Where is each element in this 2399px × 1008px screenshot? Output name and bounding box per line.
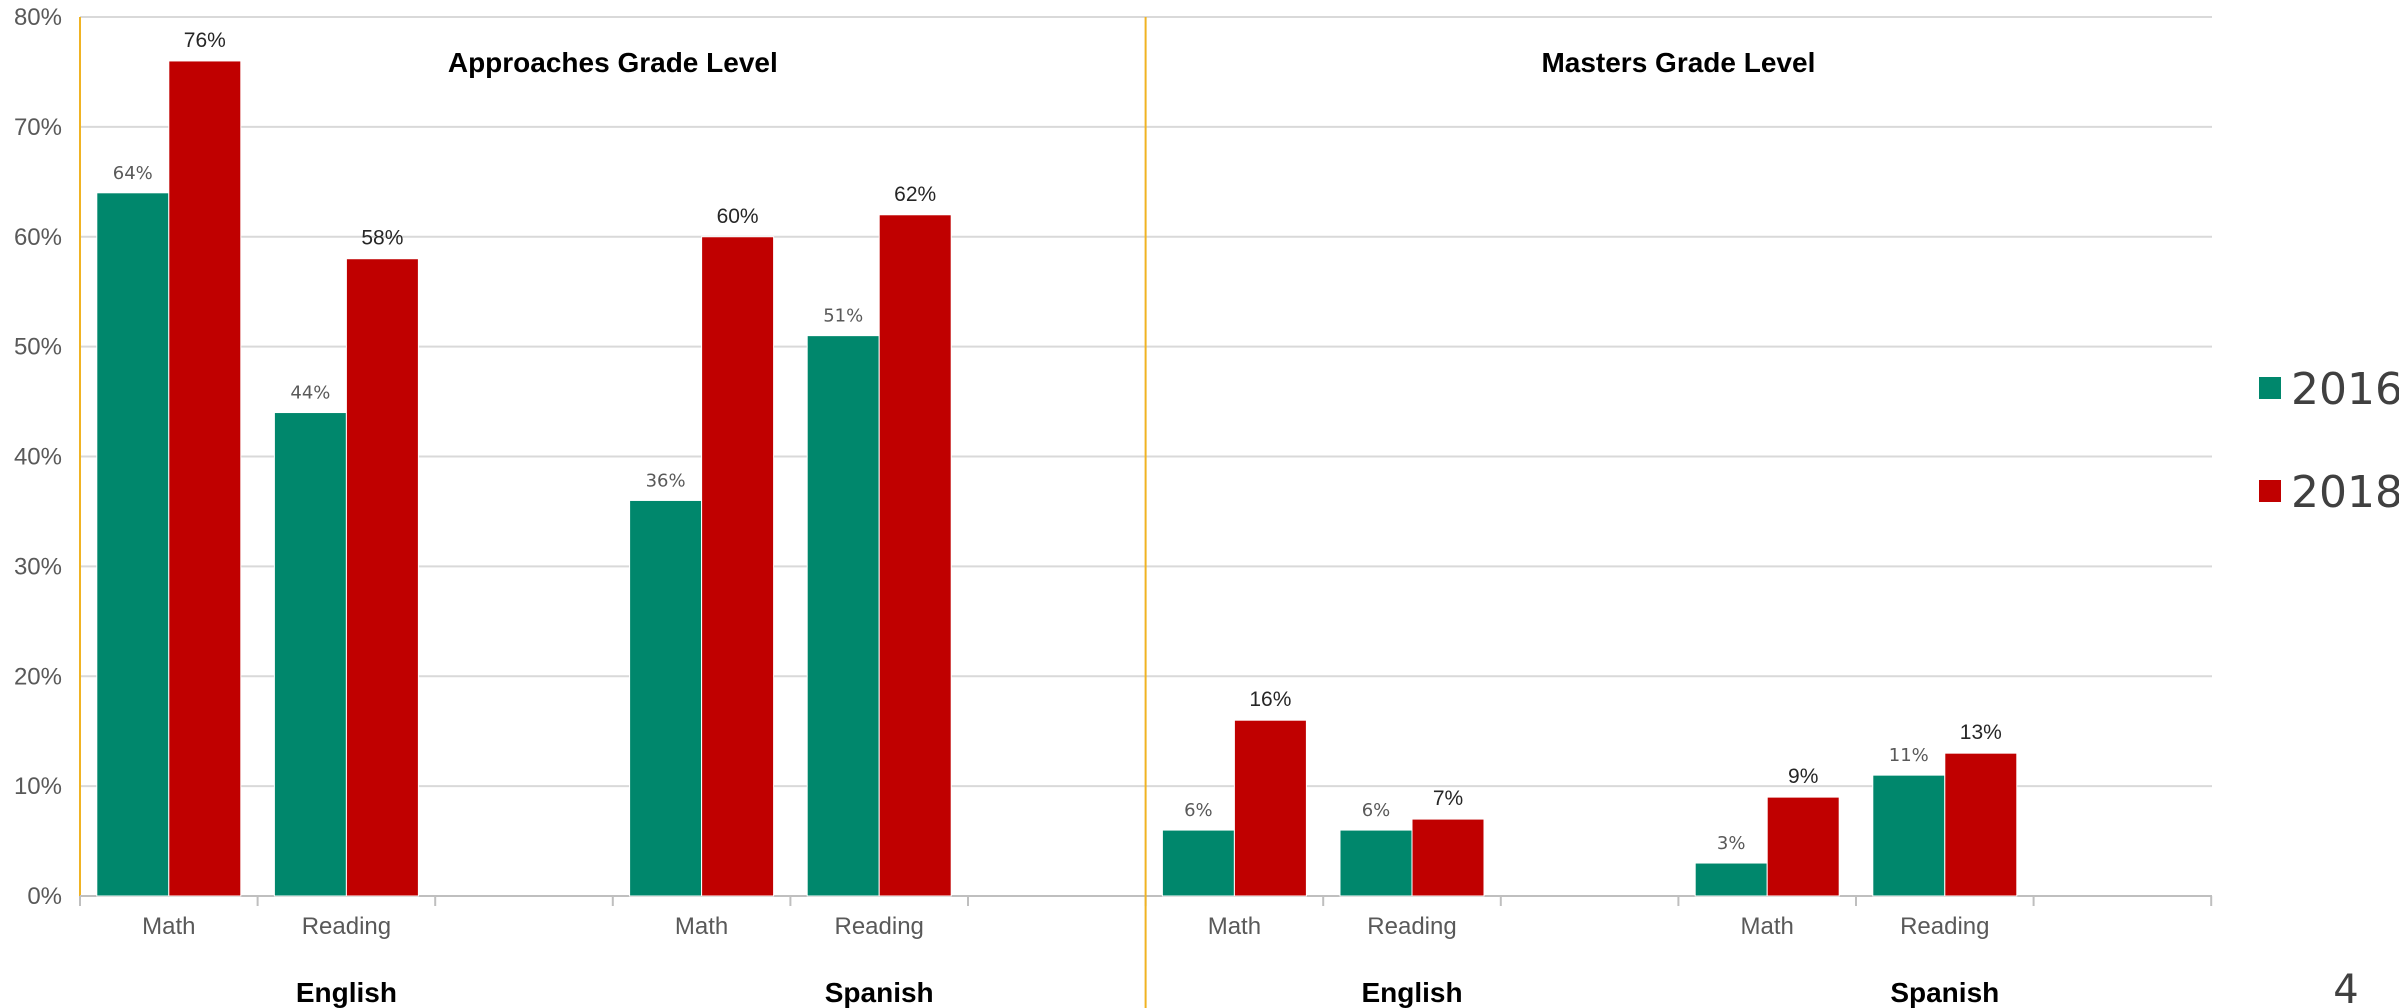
data-label-2016: 11% [1889, 745, 1929, 766]
data-label-2018: 62% [894, 183, 936, 206]
group-language-label: Spanish [825, 977, 934, 1008]
legend-swatch-2018 [2259, 480, 2281, 502]
y-tick-label: 70% [14, 114, 62, 141]
data-label-2016: 36% [646, 470, 686, 491]
category-label: Reading [1367, 913, 1456, 940]
bar-2018 [1411, 818, 1485, 897]
category-label: Reading [834, 913, 923, 940]
bar-2018 [168, 60, 242, 897]
data-label-2018: 7% [1433, 787, 1463, 810]
data-label-2018: 9% [1788, 765, 1818, 788]
bar-2018 [701, 236, 775, 897]
bar-2016 [806, 335, 880, 897]
group-language-label: English [296, 977, 397, 1008]
y-tick-label: 30% [14, 553, 62, 580]
bar-2018 [1233, 719, 1307, 897]
y-tick-label: 0% [27, 883, 62, 910]
category-label: Math [675, 913, 728, 940]
bar-2016 [1694, 862, 1768, 897]
panel-title: Approaches Grade Level [448, 47, 778, 78]
bar-2018 [878, 214, 952, 897]
category-label: Math [1741, 913, 1794, 940]
legend-label-2018: 2018 [2291, 467, 2399, 518]
category-label: Math [1208, 913, 1261, 940]
y-tick-label: 20% [14, 663, 62, 690]
bar-2016 [1872, 774, 1946, 897]
data-label-2018: 16% [1249, 688, 1291, 711]
category-label: Reading [1900, 913, 1989, 940]
group-language-label: English [1361, 977, 1462, 1008]
category-label: Reading [302, 913, 391, 940]
data-label-2016: 44% [290, 383, 330, 404]
data-label-2018: 60% [717, 205, 759, 228]
category-label: Math [142, 913, 195, 940]
bar-2018 [1766, 796, 1840, 897]
panel-title: Masters Grade Level [1541, 47, 1815, 78]
bar-2016 [1161, 829, 1235, 897]
axes: 0% 10% 20% 30% 40% 50% 60% 70% 80% [14, 4, 2213, 1008]
bar-2016 [273, 412, 347, 897]
data-label-2018: 76% [184, 29, 226, 52]
bar-2018 [345, 258, 419, 897]
data-label-2016: 51% [823, 306, 863, 327]
bar-2016 [629, 499, 703, 897]
legend-swatch-2016 [2259, 377, 2281, 399]
group-language-label: Spanish [1890, 977, 1999, 1008]
bar-2016 [1339, 829, 1413, 897]
bars [96, 60, 2018, 897]
y-tick-label: 80% [14, 4, 62, 31]
y-tick-label: 10% [14, 773, 62, 800]
data-label-2016: 6% [1362, 800, 1391, 821]
bar-2018 [1944, 752, 2018, 897]
legend: 2016 2018 [2259, 364, 2399, 518]
legend-label-2016: 2016 [2291, 364, 2399, 415]
y-tick-label: 40% [14, 444, 62, 471]
page-number: 4 [2333, 967, 2358, 1008]
bar-2016 [96, 192, 170, 897]
data-label-2016: 64% [113, 163, 153, 184]
y-tick-label: 50% [14, 334, 62, 361]
data-label-2018: 13% [1960, 721, 2002, 744]
y-tick-label: 60% [14, 224, 62, 251]
data-label-2016: 3% [1717, 833, 1746, 854]
data-labels: Approaches Grade Level English Math 64% 76% R… [113, 29, 2002, 1008]
data-label-2018: 58% [361, 227, 403, 250]
data-label-2016: 6% [1184, 800, 1213, 821]
